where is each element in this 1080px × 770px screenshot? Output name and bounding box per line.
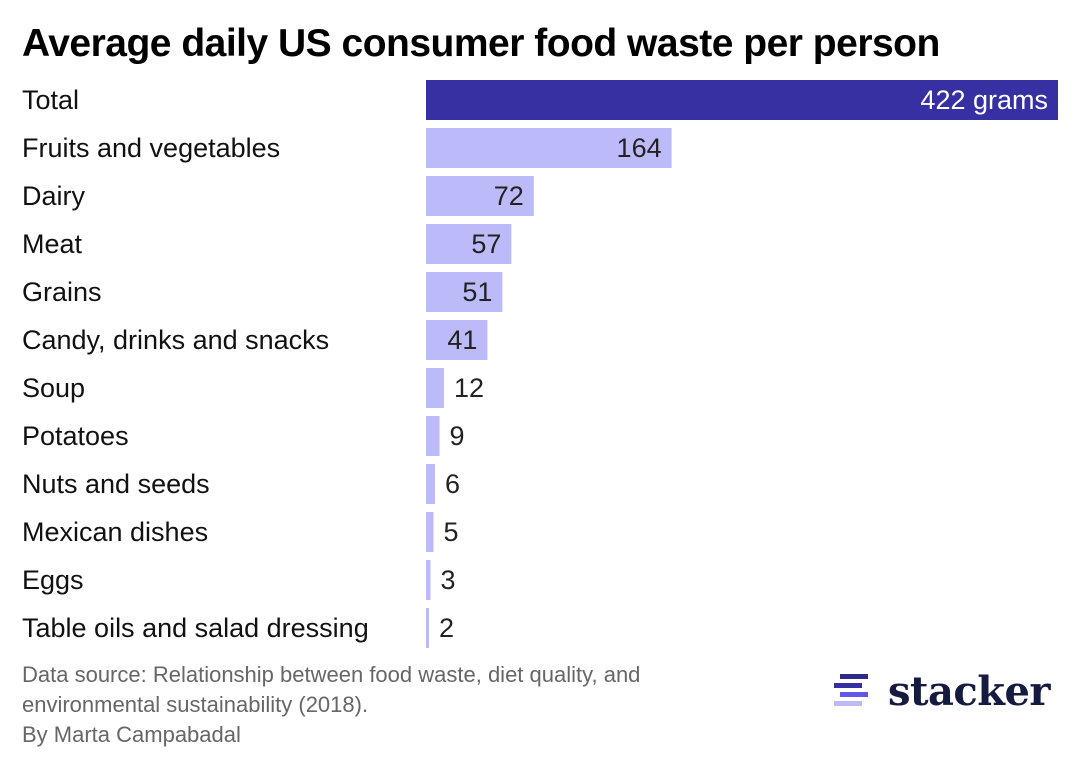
source-line-1: Data source: Relationship between food w… xyxy=(22,662,641,687)
category-label: Soup xyxy=(22,373,85,403)
bar xyxy=(426,128,672,168)
bar xyxy=(426,416,440,456)
category-label: Meat xyxy=(22,229,83,259)
stacker-logo-text: stacker xyxy=(888,668,1051,715)
bar xyxy=(426,224,512,264)
source-line-2: environmental sustainability (2018). xyxy=(22,692,369,717)
data-label: 41 xyxy=(447,325,477,355)
byline: By Marta Campabadal xyxy=(22,722,241,747)
bar xyxy=(426,464,435,504)
bar xyxy=(426,272,503,312)
data-label: 2 xyxy=(439,613,454,643)
bar xyxy=(426,560,431,600)
data-label: 3 xyxy=(440,565,455,595)
bar-chart: Total 422 grams Fruits and vegetables 164 Da… xyxy=(22,80,1058,648)
category-label: Potatoes xyxy=(22,421,129,451)
category-label: Fruits and vegetables xyxy=(22,133,280,163)
data-label: 9 xyxy=(449,421,464,451)
bar xyxy=(426,80,1058,120)
category-label: Dairy xyxy=(22,181,86,211)
data-label: 57 xyxy=(471,229,501,259)
data-label: 72 xyxy=(494,181,524,211)
bar xyxy=(426,512,434,552)
bar xyxy=(426,608,429,648)
bar xyxy=(426,176,534,216)
category-label: Table oils and salad dressing xyxy=(22,613,369,643)
data-label: 51 xyxy=(462,277,492,307)
data-label: 422 grams xyxy=(920,85,1048,115)
data-label: 12 xyxy=(454,373,484,403)
category-label: Nuts and seeds xyxy=(22,469,210,499)
stacker-logo: stacker xyxy=(834,668,1051,715)
chart-title: Average daily US consumer food waste per… xyxy=(22,22,940,65)
data-label: 6 xyxy=(445,469,460,499)
bar xyxy=(426,368,444,408)
category-label: Total xyxy=(22,85,79,115)
data-label: 5 xyxy=(443,517,458,547)
bar xyxy=(426,320,488,360)
category-label: Mexican dishes xyxy=(22,517,208,547)
stacker-logo-icon xyxy=(834,672,874,712)
footer: Data source: Relationship between food w… xyxy=(22,660,640,750)
category-label: Grains xyxy=(22,277,102,307)
data-label: 164 xyxy=(617,133,662,163)
category-label: Eggs xyxy=(22,565,84,595)
category-label: Candy, drinks and snacks xyxy=(22,325,329,355)
